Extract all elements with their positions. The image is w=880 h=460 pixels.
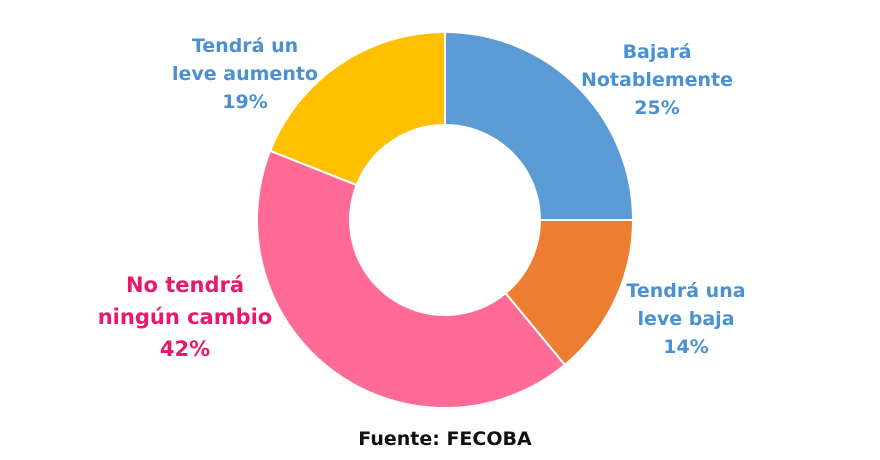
slice-ningun-cambio bbox=[256, 149, 567, 409]
slice-label-line: ningún cambio bbox=[98, 305, 273, 329]
slice-label-line: No tendrá bbox=[126, 273, 244, 297]
slice-label-line: leve aumento bbox=[172, 63, 318, 85]
slice-leve-aumento bbox=[268, 30, 446, 187]
slice-value-label: 14% bbox=[663, 336, 708, 358]
slice-label-line: Bajará bbox=[623, 41, 692, 63]
slice-value-label: 42% bbox=[160, 337, 210, 361]
slice-label-line: leve baja bbox=[637, 308, 734, 330]
slice-bajara-notablemente bbox=[444, 30, 635, 221]
slice-label-line: Tendrá un bbox=[192, 35, 298, 57]
slice-label-bajara-notablemente: Bajará Notablemente 25% bbox=[581, 41, 733, 119]
slice-value-label: 19% bbox=[222, 91, 267, 113]
slice-label-line: Tendrá una bbox=[626, 280, 745, 302]
slice-labels: Bajará Notablemente 25% Tendrá una leve baja… bbox=[98, 35, 746, 361]
slice-value-label: 25% bbox=[634, 97, 679, 119]
slice-label-tendra-leve-baja: Tendrá una leve baja 14% bbox=[626, 280, 745, 358]
source-caption: Fuente: FECOBA bbox=[358, 428, 532, 450]
donut-slices bbox=[256, 30, 635, 409]
slice-label-ningun-cambio: No tendrá ningún cambio 42% bbox=[98, 273, 273, 361]
slice-label-line: Notablemente bbox=[581, 69, 733, 91]
slice-label-leve-aumento: Tendrá un leve aumento 19% bbox=[172, 35, 318, 113]
